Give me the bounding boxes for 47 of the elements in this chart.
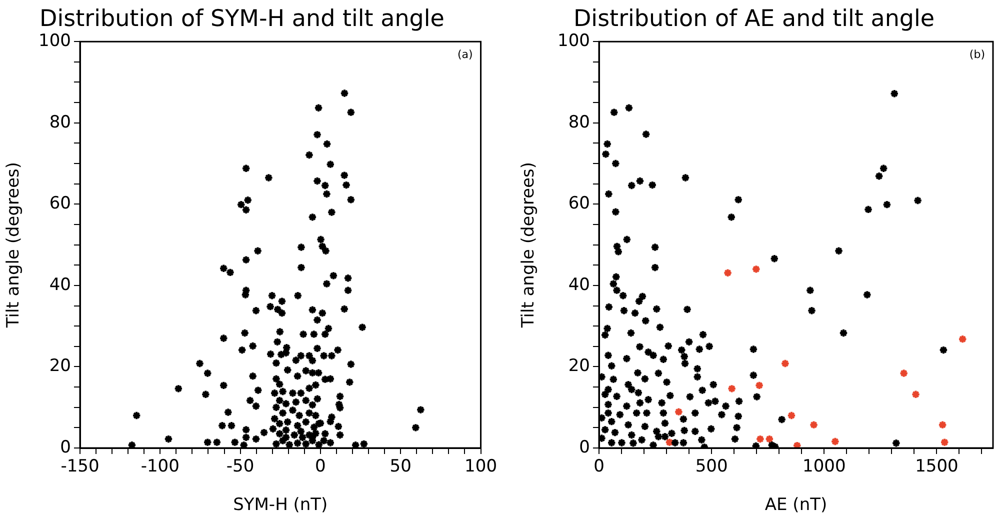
point	[786, 410, 796, 420]
x-tick-label: 1000	[802, 456, 846, 477]
y-tick-label: 20	[49, 356, 71, 376]
point	[756, 434, 765, 444]
y-tick-label: 40	[49, 274, 71, 295]
y-tick-label: 40	[568, 274, 590, 295]
y-axis-title: Tilt angle (degrees)	[4, 162, 24, 329]
point	[752, 264, 761, 274]
y-tick-label: 100	[38, 31, 71, 52]
annotation: (b)	[969, 48, 985, 61]
y-tick-label: 60	[49, 194, 71, 214]
x-tick-label: -100	[140, 456, 180, 477]
chart-title: Distribution of SYM-H and tilt angle	[40, 6, 444, 32]
point	[940, 438, 950, 447]
x-tick-label: 500	[695, 456, 728, 477]
y-tick-label: 0	[60, 437, 71, 458]
point	[764, 434, 774, 444]
point	[674, 407, 684, 416]
x-axis-title: AE (nT)	[764, 495, 828, 516]
point	[780, 358, 790, 368]
x-tick-label: 0	[594, 456, 604, 477]
x-tick-label: -50	[226, 456, 254, 477]
y-axis-title: Tilt angle (degrees)	[518, 162, 539, 329]
x-tick-label: 50	[390, 456, 412, 477]
y-tick-label: 60	[568, 194, 590, 214]
point	[899, 368, 908, 378]
point	[938, 420, 948, 430]
y-tick-label: 20	[568, 356, 590, 376]
point	[754, 380, 764, 390]
y-tick-label: 80	[568, 112, 590, 132]
point	[809, 420, 818, 430]
y-tick-label: 100	[558, 31, 590, 52]
point	[958, 334, 968, 344]
y-tick-label: 80	[49, 112, 71, 132]
point	[911, 390, 920, 399]
point	[723, 268, 732, 278]
x-tick-label: 100	[464, 456, 498, 477]
x-axis-title: SYM-H (nT)	[233, 495, 328, 516]
x-tick-label: 0	[315, 456, 326, 477]
point	[664, 438, 674, 447]
annotation: (a)	[457, 48, 473, 61]
point	[830, 436, 840, 446]
chart-title: Distribution of AE and tilt angle	[573, 6, 935, 32]
x-tick-label: 1500	[915, 456, 958, 477]
point	[727, 384, 736, 394]
x-tick-label: -150	[60, 456, 100, 477]
y-tick-label: 0	[579, 437, 590, 458]
